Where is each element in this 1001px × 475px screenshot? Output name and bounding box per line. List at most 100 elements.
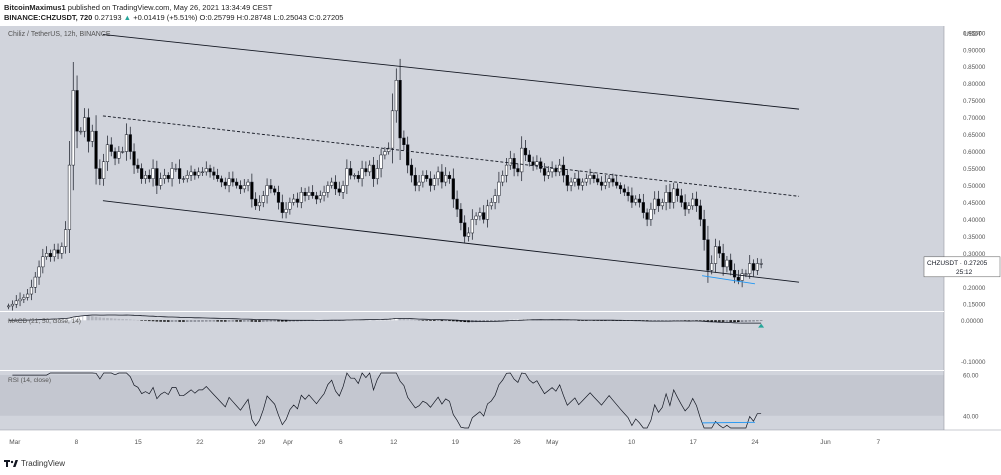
- candle-up: [121, 151, 125, 153]
- high-value: 0.28748: [244, 13, 272, 22]
- macd-bar: [448, 320, 451, 322]
- candle-down: [409, 164, 414, 176]
- candle-down: [311, 192, 315, 196]
- macd-bar: [451, 320, 455, 322]
- candle-up: [181, 178, 186, 180]
- price-tick-label: 0.65000: [963, 132, 986, 139]
- macd-bar: [584, 320, 588, 321]
- candle-down: [333, 181, 338, 190]
- candle-up: [204, 168, 208, 173]
- macd-bar: [759, 320, 763, 322]
- candle-down: [702, 219, 706, 240]
- candle-up: [520, 147, 524, 173]
- macd-bar: [714, 320, 717, 322]
- price-tick-label: 0.95000: [963, 30, 986, 37]
- candle-up: [37, 266, 41, 278]
- candle-up: [436, 171, 440, 179]
- macd-bar: [79, 316, 83, 321]
- candle-up: [307, 192, 311, 196]
- macd-bar: [163, 320, 166, 322]
- candle-up: [322, 192, 326, 196]
- macd-bar: [201, 320, 204, 322]
- macd-bar: [193, 320, 197, 322]
- chart-canvas[interactable]: 0.150000.200000.250000.300000.350000.400…: [0, 26, 1001, 456]
- price-tick-label: 0.90000: [963, 47, 986, 54]
- candle-up: [508, 158, 512, 166]
- macd-bar: [489, 320, 493, 322]
- macd-bar: [668, 320, 672, 321]
- candle-up: [394, 80, 398, 112]
- candle-down: [216, 175, 220, 179]
- macd-bar: [189, 320, 193, 322]
- candle-down: [622, 188, 626, 193]
- candle-up: [246, 181, 250, 186]
- macd-bar: [128, 319, 132, 321]
- candle-up: [7, 305, 11, 308]
- candle-up: [634, 198, 638, 203]
- candle-up: [710, 263, 714, 271]
- candle-up: [368, 164, 372, 173]
- macd-bar: [676, 320, 679, 321]
- chart-header: BitcoinMaximus1 published on TradingView…: [0, 0, 1001, 26]
- candle-down: [212, 171, 216, 176]
- macd-bar: [569, 320, 573, 321]
- price-tick-label: 0.35000: [963, 234, 986, 241]
- macd-bar: [280, 320, 284, 322]
- macd-bar: [710, 320, 714, 322]
- change-value: +0.01419 (+5.51%): [133, 13, 198, 22]
- macd-bar: [417, 320, 421, 321]
- macd-bar: [151, 320, 155, 322]
- candle-up: [79, 130, 83, 133]
- candle-down: [596, 178, 600, 183]
- candle-up: [691, 198, 695, 207]
- candle-down: [402, 137, 406, 146]
- candle-up: [22, 297, 26, 300]
- rsi-tick-label: 60.00: [963, 373, 979, 380]
- candle-up: [197, 171, 201, 176]
- candle-up: [379, 154, 383, 169]
- macd-bar: [102, 317, 105, 321]
- candle-down: [539, 161, 543, 169]
- candle-down: [440, 171, 444, 183]
- macd-bar: [117, 318, 121, 321]
- candle-down: [626, 192, 630, 196]
- candle-down: [615, 181, 619, 186]
- macd-bar: [250, 320, 254, 322]
- candle-down: [155, 168, 159, 186]
- candle-up: [143, 175, 148, 179]
- macd-bar: [60, 318, 64, 321]
- macd-bar: [429, 320, 432, 321]
- candle-up: [672, 188, 676, 203]
- candle-up: [265, 185, 269, 196]
- brand-name[interactable]: TradingView: [21, 458, 66, 468]
- macd-bar: [75, 316, 79, 321]
- candle-up: [18, 298, 22, 302]
- macd-bar: [166, 320, 170, 322]
- candle-up: [489, 202, 493, 207]
- symbol-label: BINANCE:CHZUSDT, 720: [4, 13, 93, 22]
- candle-down: [630, 195, 634, 203]
- candle-down: [273, 188, 277, 193]
- macd-bar: [421, 320, 425, 321]
- candle-down: [641, 202, 645, 213]
- author-name[interactable]: BitcoinMaximus1: [4, 3, 66, 12]
- candle-up: [713, 246, 718, 264]
- candle-up: [345, 168, 349, 186]
- candle-down: [406, 144, 410, 166]
- macd-bar: [220, 320, 223, 322]
- countdown: 25:12: [956, 269, 973, 276]
- candle-down: [751, 263, 756, 271]
- candle-up: [159, 178, 163, 186]
- candle-down: [527, 154, 531, 162]
- candle-up: [603, 181, 607, 186]
- macd-bar: [254, 320, 258, 322]
- macd-bar: [265, 320, 269, 322]
- candle-down: [140, 168, 144, 179]
- published-text: published on TradingView.com, May 26, 20…: [67, 3, 273, 12]
- candle-up: [52, 249, 56, 257]
- candle-up: [71, 90, 75, 166]
- candle-down: [732, 270, 737, 278]
- macd-bar: [748, 320, 752, 322]
- candle-down: [250, 181, 254, 200]
- candle-up: [41, 256, 45, 268]
